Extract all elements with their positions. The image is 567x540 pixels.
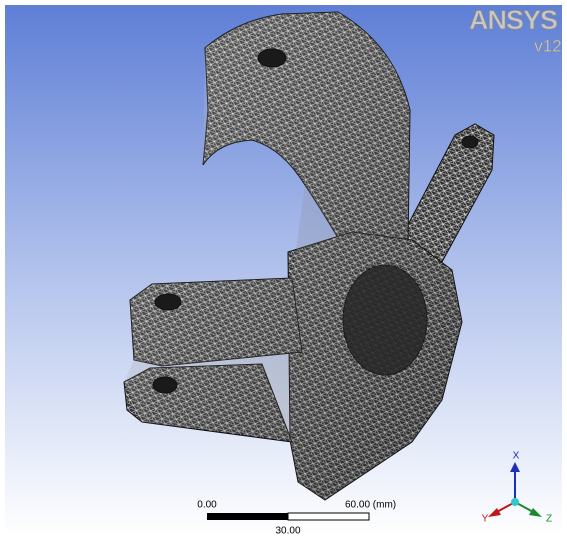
- hole: [155, 294, 181, 310]
- triad-origin: [511, 498, 519, 506]
- logo-version: v12: [534, 36, 561, 55]
- triad-label: Z: [546, 514, 552, 525]
- scale-label: 30.00: [275, 526, 300, 537]
- scale-label: 60.00 (mm): [345, 500, 396, 511]
- hole: [258, 49, 286, 67]
- scale-bar-white: [288, 513, 369, 520]
- scale-bar-black: [207, 513, 288, 520]
- hole: [462, 136, 478, 148]
- bore: [343, 265, 427, 375]
- scale-label: 0.00: [197, 500, 217, 511]
- viewport-screen: ANSYS v12 0.00 60.00 (mm) 30.00 X Y Z: [0, 0, 567, 540]
- triad-label: Y: [482, 514, 489, 525]
- triad-label: X: [513, 451, 520, 462]
- logo-brand: ANSYS: [469, 5, 557, 35]
- hole: [153, 377, 177, 393]
